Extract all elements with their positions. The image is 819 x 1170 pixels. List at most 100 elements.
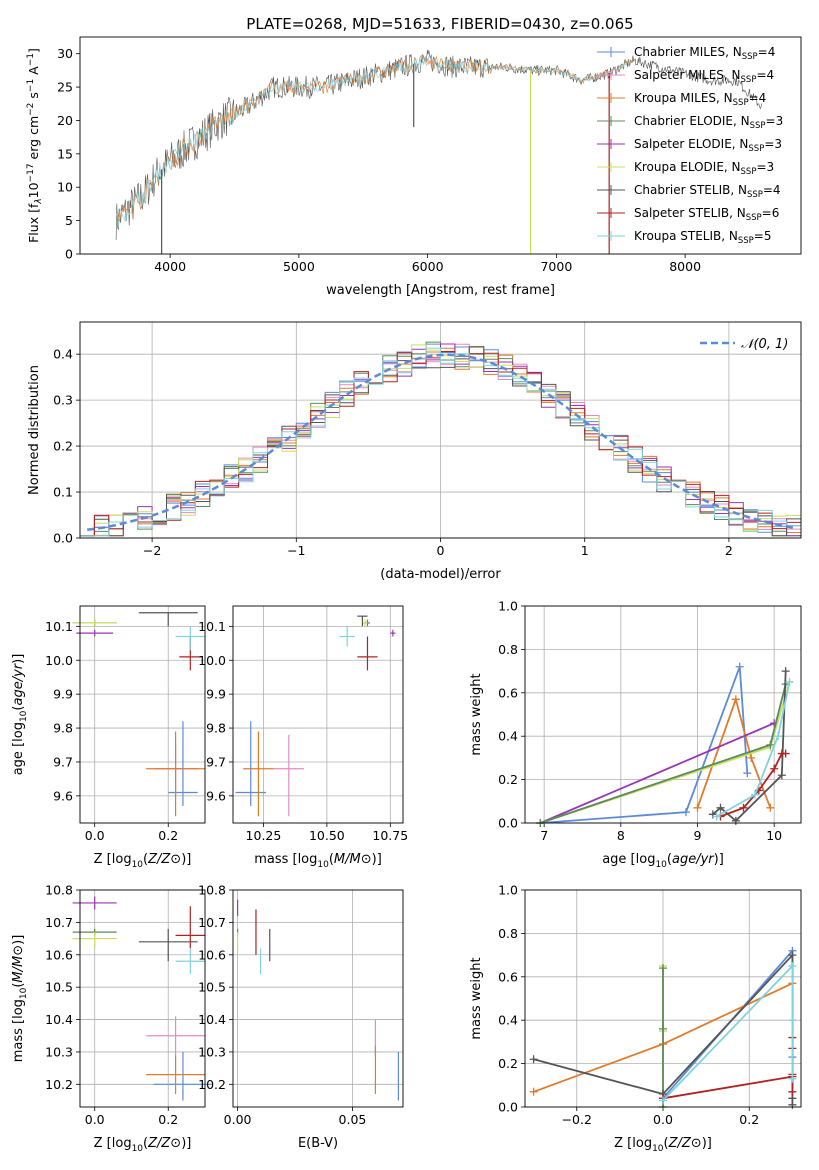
y-tick-label: 9.7 [53,754,73,769]
data-point [766,803,775,812]
weight-line [716,681,791,818]
legend-label: Kroupa MILES, NSSP=4 [634,91,766,108]
y-axis-label: mass weight [469,957,484,1039]
axes-frame [79,321,802,539]
axes-weight_vs_Z: −0.2 0.0 0.2 0.0 0.2 0.4 0.6 0.8 1.0 Z [log10(Z/Z… [469,883,802,1154]
data-point [743,769,752,778]
y-tick-label: 9.8 [206,721,226,736]
y-tick-label: 10.4 [45,1012,73,1027]
x-tick-label: 1 [581,543,589,558]
axes-mass_vs_ebv: 0.00 0.05 10.2 10.3 10.4 10.5 10.6 10.7 10.8 E(B-… [198,883,404,1151]
data-point [716,803,725,812]
legend-label: Kroupa STELIB, NSSP=5 [634,229,772,246]
y-tick-label: 1.0 [498,883,518,898]
weight-line [540,666,749,824]
data-point [731,816,740,825]
legend-label: Salpeter ELODIE, NSSP=3 [634,137,782,154]
axes-spectrum: 4000 5000 6000 7000 8000 0 5 10 15 20 25 30 waveleng… [26,36,802,298]
data-point [788,961,797,970]
x-tick-label: 0.0 [653,1112,673,1127]
y-tick-label: 9.6 [206,788,226,803]
weight-line [662,1037,794,1100]
x-tick-label: 10.50 [309,828,345,843]
data-point [788,1074,797,1083]
y-tick-label: 0.6 [498,969,518,984]
x-axis-label: Z [log10(Z/Z⊙)] [94,852,192,870]
y-tick-label: 0.2 [498,772,518,787]
data-point [788,1100,797,1109]
x-tick-label: 7 [540,828,548,843]
weight-line [539,722,775,824]
data-point [774,732,782,741]
data-point [735,662,744,671]
y-tick-label: 15 [57,146,73,161]
x-axis-label: E(B-V) [298,1136,338,1151]
x-axis-label: age [log10(age/yr)] [602,852,724,870]
y-tick-label: 1.0 [498,599,518,614]
histogram-step [80,347,801,537]
y-tick-label: 10.5 [198,980,226,995]
axes-age_vs_mass: 10.25 10.50 10.75 9.6 9.7 9.8 9.9 10.0 10.1 mass … [198,605,408,870]
x-tick-label: 0.0 [85,828,105,843]
weight-line [662,963,794,1102]
y-tick-label: 10.8 [45,883,73,898]
y-tick-label: 25 [57,80,73,95]
x-tick-label: −1 [287,543,305,558]
x-tick-label: 10.25 [246,828,282,843]
spectrum-data [115,49,763,241]
x-tick-label: 0.0 [85,1112,105,1127]
y-tick-label: 10.1 [45,619,73,634]
data-point [766,740,775,749]
data-point [788,951,797,960]
model-spectrum [115,55,634,223]
data-point [788,1016,797,1025]
y-tick-label: 9.9 [206,687,226,702]
y-tick-label: 10.0 [198,653,226,668]
data-point [659,964,667,973]
x-tick-label: 0 [437,543,445,558]
x-axis-label: wavelength [Angstrom, rest frame] [326,283,555,298]
x-tick-label: 0.05 [339,1112,367,1127]
y-tick-label: 10.7 [45,915,73,930]
weight-line [696,696,772,809]
y-tick-label: 0.8 [498,926,518,941]
y-axis-label: Flux [fλ10−17 erg cm−2 s−1 A−1] [26,48,44,243]
y-tick-label: 0.0 [53,531,73,546]
data-point [770,764,779,773]
y-tick-label: 10.3 [198,1044,226,1059]
y-tick-label: 10 [57,180,73,195]
y-tick-label: 10.8 [198,883,226,898]
data-point [781,667,790,676]
data-point [739,803,748,812]
x-tick-label: 8 [617,828,625,843]
y-tick-label: 0.4 [498,1013,518,1028]
x-axis-label: Z [log10(Z/Z⊙)] [614,1136,712,1154]
x-tick-label: 9 [694,828,702,843]
y-tick-label: 0.0 [498,816,518,831]
y-tick-label: 0.8 [498,642,518,657]
x-tick-label: −0.2 [562,1112,592,1127]
y-tick-label: 10.2 [198,1077,226,1092]
axes-frame [524,889,802,1108]
y-tick-label: 10.2 [45,1077,73,1092]
data-point [781,749,790,758]
data-point [788,1087,797,1096]
legend-label: Chabrier MILES, NSSP=4 [634,45,775,62]
y-tick-label: 20 [57,113,73,128]
axes-frame [79,889,206,1108]
x-axis-label: (data-model)/error [380,567,501,582]
y-tick-label: 0.4 [498,729,518,744]
x-tick-label: 8000 [669,259,701,274]
data-point [747,753,756,762]
y-tick-label: 10.3 [45,1044,73,1059]
x-tick-label: 0.00 [224,1112,252,1127]
data-point [751,790,759,799]
y-tick-label: 0.4 [53,347,73,362]
axes-weight_vs_age: 7 8 9 10 0.0 0.2 0.4 0.6 0.8 1.0 age [log10(age/yr… [469,599,802,870]
y-tick-label: 10.0 [45,653,73,668]
x-tick-label: 10 [766,828,782,843]
axes-residuals: −2 −1 0 1 2 0.0 0.1 0.2 0.3 0.4 (data-model)/error… [27,321,802,582]
axes-frame [232,889,404,1108]
axes-age_vs_Z: 0.0 0.2 9.6 9.7 9.8 9.9 10.0 10.1 Z [log10(Z/Z⊙)… [11,605,206,870]
